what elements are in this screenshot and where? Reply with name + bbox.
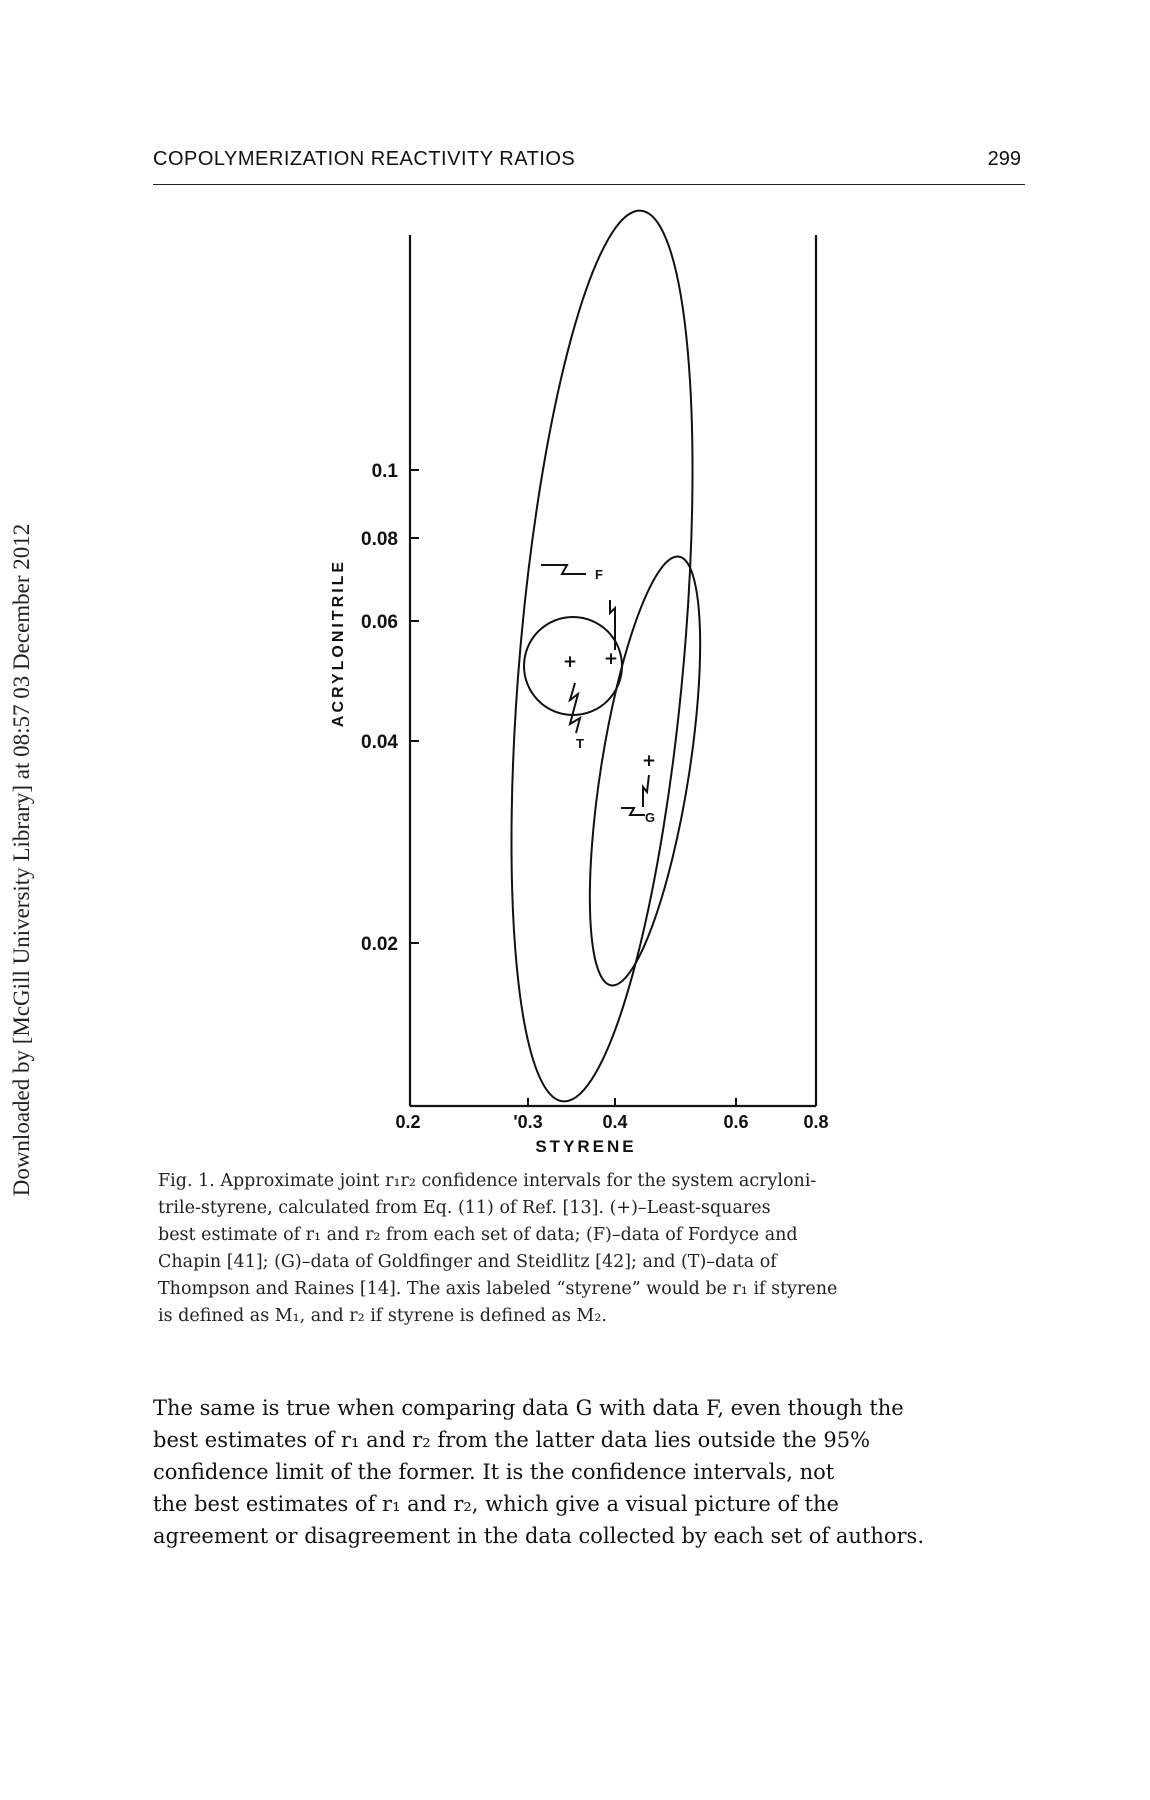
x-tick-label: '0.3	[513, 1112, 542, 1132]
y-tick-label: 0.02	[361, 934, 398, 955]
x-tick-label: 0.2	[395, 1112, 420, 1132]
y-tick-label: 0.08	[361, 529, 398, 550]
caption-line: Thompson and Raines [14]. The axis label…	[158, 1279, 838, 1299]
y-axis-title: ACRYLONITRILE	[330, 559, 347, 727]
body-line: the best estimates of r₁ and r₂, which g…	[153, 1492, 839, 1516]
leader-line-f	[541, 564, 586, 575]
caption-line: trile-styrene, calculated from Eq. (11) …	[158, 1198, 771, 1218]
best-estimate-marker: +	[604, 649, 618, 669]
best-estimate-marker: +	[563, 652, 577, 672]
y-tick-label: 0.06	[361, 612, 398, 633]
body-line: agreement or disagreement in the data co…	[153, 1524, 925, 1548]
series-label-f: F	[595, 567, 603, 582]
body-line: best estimates of r₁ and r₂ from the lat…	[153, 1428, 871, 1452]
x-axis-title: STYRENE	[535, 1137, 636, 1156]
body-line: confidence limit of the former. It is th…	[153, 1460, 835, 1484]
caption-line: Chapin [41]; (G)–data of Goldfinger and …	[158, 1252, 777, 1272]
leader-line-f-lower	[609, 600, 616, 650]
confidence-ellipse-g	[588, 555, 702, 987]
running-head-title: COPOLYMERIZATION REACTIVITY RATIOS	[153, 148, 576, 170]
x-tick-label: 0.8	[803, 1112, 828, 1132]
running-head: COPOLYMERIZATION REACTIVITY RATIOS 299	[153, 148, 1025, 185]
body-line: The same is true when comparing data G w…	[153, 1396, 904, 1420]
caption-line: is defined as M₁, and r₂ if styrene is d…	[158, 1306, 607, 1326]
caption-line: best estimate of r₁ and r₂ from each set…	[158, 1225, 798, 1245]
series-label-t: T	[576, 736, 584, 751]
caption-line: Fig. 1. Approximate joint r₁r₂ confidenc…	[158, 1171, 817, 1191]
leader-line-g	[621, 807, 645, 816]
series-label-g: G	[645, 810, 655, 825]
figure-1: 0.1 0.08 0.06 0.04 0.02 0.2 '0.3 0.4 0.6 0.8 STYRE…	[330, 209, 829, 1156]
x-tick-label: 0.6	[723, 1112, 748, 1132]
body-paragraph: The same is true when comparing data G w…	[153, 1392, 1033, 1552]
leader-line-g-upper	[642, 774, 650, 807]
page-number: 299	[987, 148, 1021, 170]
y-tick-label: 0.1	[372, 461, 399, 482]
confidence-ellipse-f	[510, 209, 694, 1103]
confidence-region-chart: 0.1 0.08 0.06 0.04 0.02 0.2 '0.3 0.4 0.6 0.8 STYRE…	[330, 209, 829, 1156]
figure-caption: Fig. 1. Approximate joint r₁r₂ confidenc…	[158, 1168, 1030, 1330]
best-estimate-marker: +	[642, 751, 656, 771]
y-tick-label: 0.04	[361, 732, 398, 753]
x-tick-label: 0.4	[602, 1112, 627, 1132]
leader-line-t	[568, 682, 582, 734]
